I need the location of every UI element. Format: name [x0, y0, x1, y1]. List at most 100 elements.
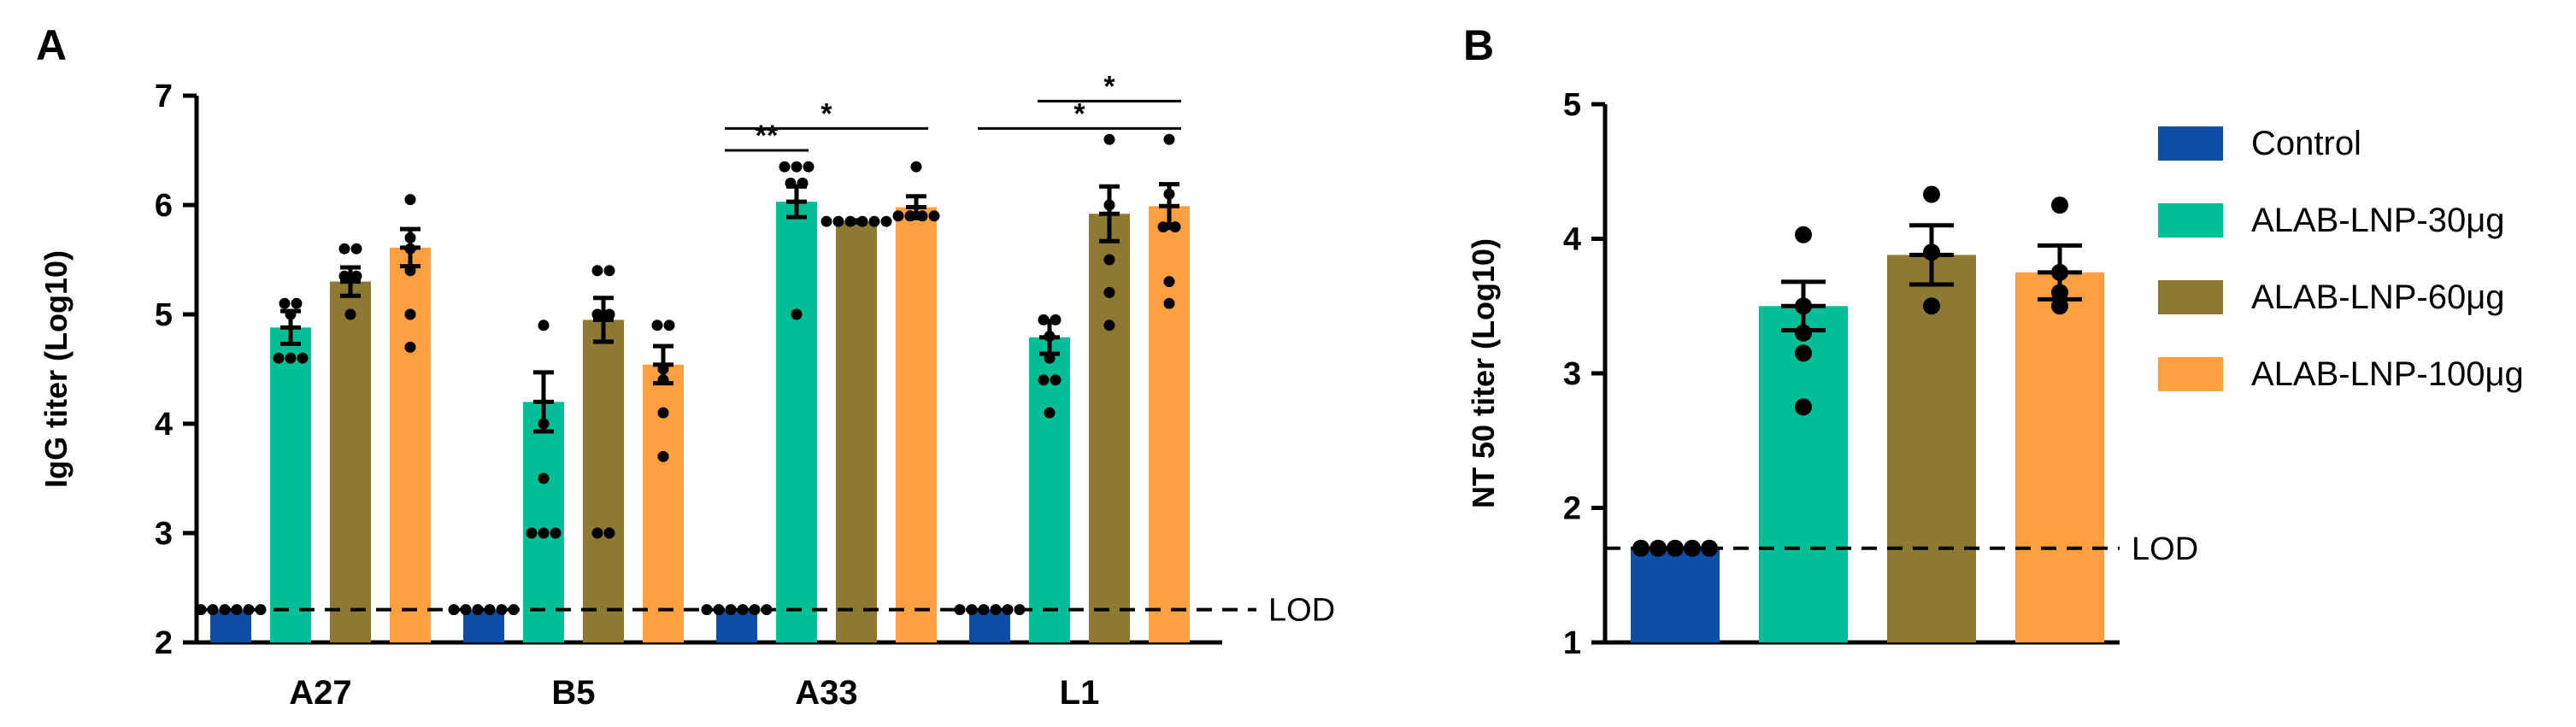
chart-a-l1-alab-lnp-60-g-data-point [1103, 320, 1115, 331]
chart-a-significance-label: * [1073, 97, 1085, 130]
chart-b-alab-lnp-30-g-bar [1759, 306, 1848, 642]
chart-a-a27-alab-lnp-100-g-data-point [404, 341, 416, 353]
chart-a-a33-alab-lnp-100-g-data-point [910, 161, 922, 173]
chart-b-lod-label: LOD [2132, 531, 2198, 567]
chart-a-a27-alab-lnp-100-g-bar [390, 247, 431, 642]
legend-label-alab-lnp-100-g: ALAB-LNP-100μg [2251, 355, 2524, 393]
chart-a-a33-alab-lnp-30-g-bar [776, 202, 817, 642]
chart-b-alab-lnp-100-g-data-point [2051, 297, 2068, 315]
chart-a-a27-alab-lnp-60-g-data-point [344, 308, 356, 320]
chart-a-a33-alab-lnp-100-g-bar [896, 207, 937, 642]
chart-b-alab-lnp-60-g-data-point [1923, 185, 1940, 203]
legend-swatch-alab-lnp-100-g [2158, 357, 2223, 391]
chart-a-l1-alab-lnp-30-g-data-point [1044, 407, 1056, 419]
chart-a-l1-alab-lnp-60-g-bar [1089, 214, 1130, 643]
chart-a-b5-alab-lnp-60-g-data-point [591, 527, 603, 539]
chart-a-l1-alab-lnp-30-g-data-point [1050, 374, 1062, 386]
chart-a-y-tick-label: 6 [155, 188, 173, 224]
legend-label-alab-lnp-30-g: ALAB-LNP-30μg [2251, 202, 2505, 239]
chart-a-y-tick-label: 4 [155, 407, 173, 443]
chart-a-l1-control-data-point [1002, 604, 1014, 616]
chart-a-a33-alab-lnp-30-g-data-point [791, 308, 803, 320]
chart-a-a27-alab-lnp-30-g-data-point [297, 352, 309, 364]
chart-a-b5-alab-lnp-100-g-data-point [657, 407, 669, 419]
chart-a-a33-alab-lnp-60-g-data-point [880, 215, 892, 227]
chart-b-alab-lnp-30-g-data-point [1795, 226, 1812, 243]
chart-a-b5-alab-lnp-30-g-data-point [538, 320, 550, 331]
chart-a-a27-alab-lnp-30-g-data-point [285, 352, 297, 364]
chart-a-b5-control-data-point [472, 604, 484, 616]
chart-a-a27-alab-lnp-60-g-data-point [350, 270, 362, 282]
chart-a-b5-alab-lnp-60-g-data-point [603, 527, 615, 539]
chart-a-a33-alab-lnp-60-g-data-point [868, 215, 880, 227]
chart-a-y-tick-label: 5 [155, 297, 173, 333]
chart-a-a33-alab-lnp-30-g-data-point [803, 161, 815, 173]
chart-a-b5-alab-lnp-30-g-data-point [538, 472, 550, 484]
chart-a-b5-alab-lnp-60-g-bar [583, 320, 624, 642]
chart-b-alab-lnp-100-g-data-point [2051, 196, 2068, 214]
chart-a-y-axis-title: IgG titer (Log10) [38, 250, 74, 488]
panel-label-b: B [1463, 21, 1494, 69]
chart-a-y-tick-label: 2 [155, 625, 173, 661]
legend-swatch-alab-lnp-60-g [2158, 280, 2223, 314]
chart-a-b5-control-bar [463, 609, 504, 642]
chart-a-b5-alab-lnp-100-g-data-point [651, 320, 663, 331]
chart-a-l1-alab-lnp-100-g-data-point [1163, 297, 1175, 309]
chart-a-b5-alab-lnp-30-g-data-point [526, 527, 538, 539]
chart-a-b5-alab-lnp-60-g-data-point [591, 265, 603, 277]
chart-a-b5-alab-lnp-30-g-data-point [538, 527, 550, 539]
chart-a-a33-alab-lnp-100-g-data-point [928, 210, 940, 222]
chart-a-a27-alab-lnp-30-g-bar [270, 327, 311, 642]
chart-b-alab-lnp-30-g-data-point [1795, 344, 1812, 362]
chart-b-alab-lnp-60-g-bar [1887, 255, 1976, 642]
chart-a-l1-alab-lnp-30-g-data-point [1038, 374, 1050, 386]
chart-a-l1-alab-lnp-100-g-data-point [1163, 276, 1175, 288]
chart-a-significance-label: ** [756, 120, 779, 152]
chart-a-a27-alab-lnp-30-g-data-point [279, 297, 291, 309]
chart-a-a27-alab-lnp-30-g-data-point [273, 352, 285, 364]
chart-b-y-tick-label: 2 [1563, 491, 1581, 527]
chart-a-a33-alab-lnp-60-g-data-point [820, 215, 832, 227]
chart-a-a33-alab-lnp-60-g-bar [836, 221, 877, 642]
chart-b-y-tick-label: 3 [1563, 356, 1581, 392]
chart-a-a27-alab-lnp-60-g-data-point [338, 270, 350, 282]
chart-a-a27-alab-lnp-100-g-data-point [404, 308, 416, 320]
chart-a-l1-alab-lnp-60-g-data-point [1103, 133, 1115, 145]
chart-a-b5-alab-lnp-60-g-data-point [603, 265, 615, 277]
legend-label-alab-lnp-60-g: ALAB-LNP-60μg [2251, 278, 2505, 316]
chart-a-l1-control-data-point [978, 604, 990, 616]
chart-a-lod-label: LOD [1268, 593, 1335, 629]
legend-swatch-control [2158, 126, 2223, 161]
chart-a-a27-alab-lnp-30-g-data-point [291, 297, 303, 309]
chart-a-a33-alab-lnp-60-g-data-point [832, 215, 844, 227]
chart-a-l1-control-data-point [954, 604, 966, 616]
chart-a-x-tick-label: A33 [795, 674, 857, 712]
chart-a-l1-control-bar [969, 609, 1010, 642]
chart-b-alab-lnp-60-g-data-point [1923, 297, 1940, 315]
chart-b-control-bar [1631, 548, 1720, 642]
chart-a-a33-control-data-point [725, 604, 737, 616]
chart-a-l1-alab-lnp-100-g-bar [1149, 206, 1190, 642]
chart-a-b5-control-data-point [496, 604, 508, 616]
chart-a-x-tick-label: B5 [551, 674, 595, 712]
chart-b-nt50-titer: 1 2 3 4 5 NT 50 titer (Log10) LOD [1466, 87, 2198, 661]
legend-swatch-alab-lnp-30-g [2158, 203, 2223, 237]
chart-a-a33-control-bar [716, 609, 757, 642]
chart-b-alab-lnp-100-g-bar [2015, 272, 2104, 642]
chart-a-significance-label: * [1103, 70, 1115, 103]
chart-a-b5-alab-lnp-60-g-data-point [591, 308, 603, 320]
chart-a-a33-alab-lnp-30-g-data-point [779, 161, 791, 173]
chart-a-b5-alab-lnp-30-g-bar [523, 402, 564, 642]
chart-a-a27-alab-lnp-60-g-data-point [350, 243, 362, 255]
chart-a-a27-control-data-point [207, 604, 219, 616]
chart-a-b5-alab-lnp-30-g-data-point [550, 527, 562, 539]
chart-b-y-axis-title: NT 50 titer (Log10) [1466, 238, 1501, 508]
chart-a-l1-alab-lnp-30-g-bar [1029, 337, 1070, 642]
panel-label-a: A [36, 21, 67, 69]
chart-a-x-tick-label: A27 [289, 674, 351, 712]
chart-a-b5-alab-lnp-100-g-data-point [663, 320, 675, 331]
chart-a-a27-alab-lnp-60-g-data-point [338, 243, 350, 255]
chart-a-a33-control-data-point [701, 604, 713, 616]
chart-b-y-tick-label: 1 [1563, 625, 1581, 661]
